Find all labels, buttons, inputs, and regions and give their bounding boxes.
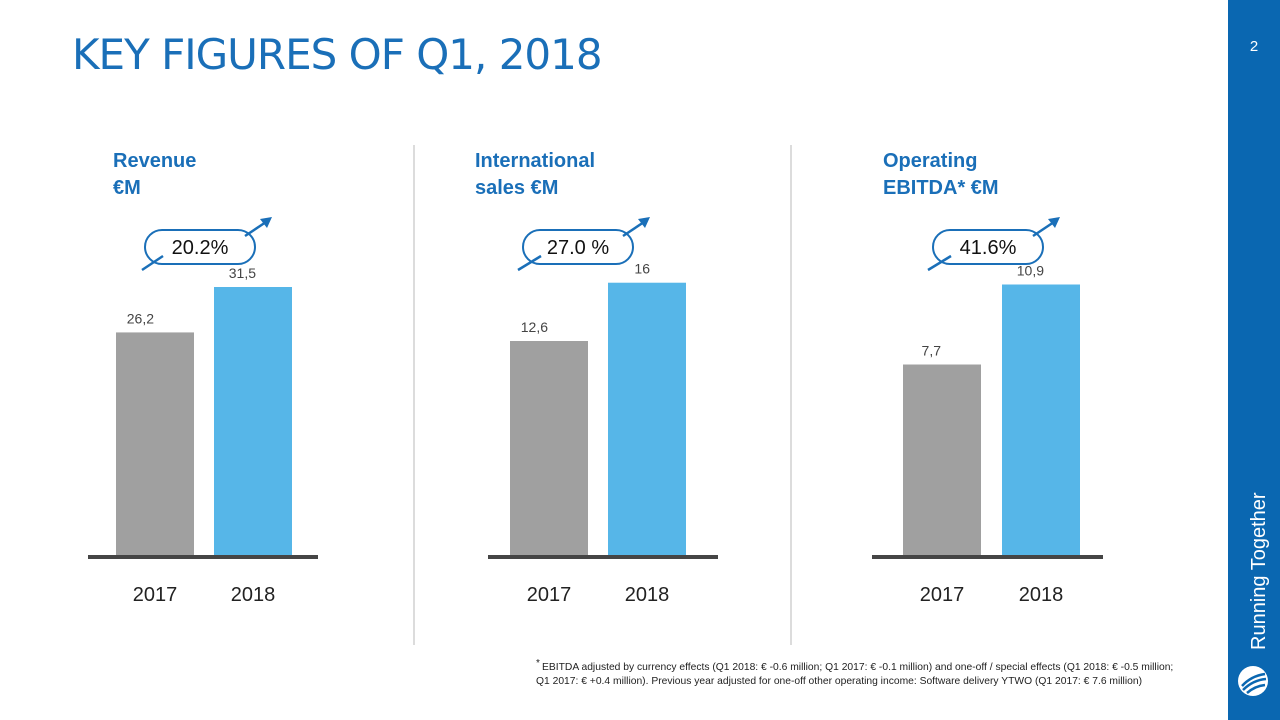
footnote: * EBITDA adjusted by currency effects (Q… [536,658,1216,689]
key-figures-charts: Revenue €M 26,2 2017 31,5 2018 20.2% Internatio… [88,150,1103,606]
footnote-line: Q1 2017: € +0.4 million). Previous year … [536,676,1143,687]
bar-2018 [214,287,292,557]
x-tick-label: 2017 [920,584,965,606]
growth-badge [144,229,256,265]
page-number: 2 [1249,38,1259,55]
section-divider [790,145,792,645]
growth-arrow-tail [517,254,542,272]
bar-2017 [903,364,981,557]
x-tick-label: 2017 [133,584,178,606]
footnote-marker: * [536,658,540,669]
growth-badge [932,229,1044,265]
growth-label: 41.6% [960,237,1017,259]
growth-arrow-icon [260,217,272,228]
brand-sidebar: 2 [1228,0,1280,720]
company-logo-icon [1238,666,1268,696]
bar-2018 [608,282,686,557]
chart-title: €M [113,177,141,199]
x-tick-label: 2018 [1019,584,1064,606]
x-tick-label: 2018 [231,584,276,606]
chart-title: EBITDA* €M [883,177,999,199]
footnote-line: EBITDA adjusted by currency effects (Q1 … [542,662,1174,673]
chart-title: International [475,150,595,172]
data-label: 16 [634,261,650,277]
chart-title: sales €M [475,177,558,199]
growth-arrow-tail [141,254,164,272]
growth-arrow-tail [927,254,952,272]
bar-2017 [116,332,194,557]
chart-title: Revenue [113,150,196,172]
x-tick-label: 2018 [625,584,670,606]
growth-arrow-icon [638,217,650,228]
chart-title: Operating [883,150,977,172]
growth-arrow-icon [1048,217,1060,228]
section-divider [413,145,415,645]
growth-label: 20.2% [172,237,229,259]
data-label: 7,7 [922,343,942,359]
data-label: 31,5 [229,265,256,281]
data-label: 10,9 [1017,263,1044,279]
growth-label: 27.0 % [547,237,609,259]
tagline: Running Together [1248,492,1270,650]
page-title: KEY FIGURES OF Q1, 2018 [72,30,603,79]
x-tick-label: 2017 [527,584,572,606]
data-label: 26,2 [127,310,154,326]
bar-2017 [510,341,588,557]
bar-2018 [1002,284,1080,557]
growth-badge [522,229,634,265]
data-label: 12,6 [521,319,548,335]
